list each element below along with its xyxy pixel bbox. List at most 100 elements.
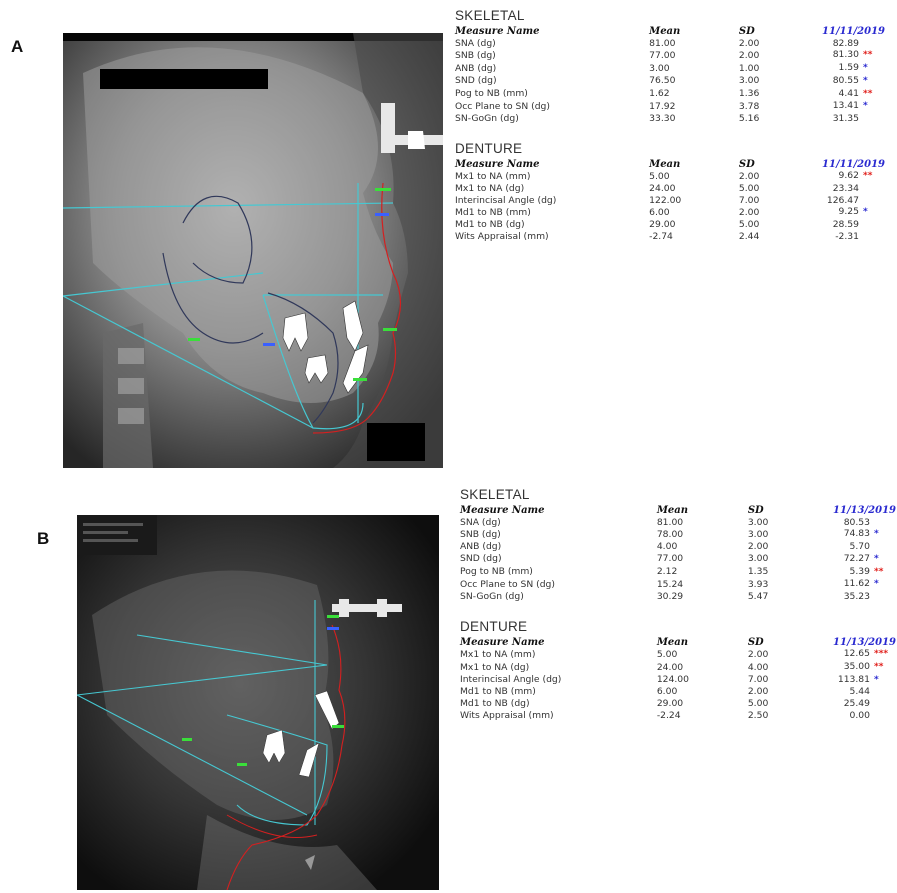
table-row: SN-GoGn (dg) 30.29 5.47 35.23 <box>460 591 896 603</box>
measure-name: SN-GoGn (dg) <box>460 590 524 602</box>
sd-value: 2.00 <box>738 37 760 49</box>
measure-name: SN-GoGn (dg) <box>455 112 519 124</box>
sd-value: 5.00 <box>738 219 760 231</box>
mean-value: 33.30 <box>649 112 676 124</box>
measured-value: 1.59 <box>838 62 859 74</box>
denture-section-title: DENTURE <box>455 140 523 156</box>
sd-value: 5.00 <box>738 183 760 195</box>
measured-cell: 31.35 <box>801 113 885 125</box>
measure-name: Md1 to NB (mm) <box>460 686 536 698</box>
measured-cell: 9.62 ** <box>801 170 885 183</box>
skeletal-section-title: SKELETAL <box>460 487 530 502</box>
measured-cell: 5.44 <box>811 686 896 698</box>
measured-cell: 5.39 ** <box>811 566 896 579</box>
sd-value: 7.00 <box>738 194 760 206</box>
table-row: Occ Plane to SN (dg) 15.24 3.93 11.62 * <box>460 578 896 591</box>
measured-cell: 23.34 <box>801 183 885 195</box>
deviation-flag: * <box>874 553 879 564</box>
skeletal-table: Measure Name Mean SD 11/13/2019 SNA (dg) 81.0… <box>460 505 896 603</box>
mean-value: 3.00 <box>649 62 670 74</box>
sd-value: 2.00 <box>738 49 760 61</box>
denture-table: Measure Name Mean SD 11/13/2019 Mx1 to NA (m… <box>460 637 896 722</box>
sd-value: 2.00 <box>747 541 769 553</box>
measure-name: Mx1 to NA (dg) <box>460 661 530 673</box>
measure-name: SNA (dg) <box>455 37 496 49</box>
measured-cell: 5.70 <box>811 541 896 553</box>
measure-name: SNA (dg) <box>460 516 501 528</box>
measure-name: Mx1 to NA (dg) <box>455 183 525 195</box>
measured-value: 113.81 <box>837 673 870 685</box>
measured-cell: -2.31 <box>801 231 885 243</box>
mean-value: 5.00 <box>649 170 670 182</box>
deviation-flag: *** <box>874 649 889 660</box>
sd-value: 3.93 <box>747 578 769 590</box>
header-mean: Mean <box>656 636 689 648</box>
mean-value: 76.50 <box>649 75 676 87</box>
measured-cell: 80.55 * <box>801 75 885 88</box>
table-row: Interincisal Angle (dg) 122.00 7.00 126.47 <box>455 195 885 207</box>
sd-value: 5.47 <box>747 590 769 602</box>
table-row: Wits Appraisal (mm) -2.74 2.44 -2.31 <box>455 231 885 243</box>
table-row: Md1 to NB (mm) 6.00 2.00 9.25 * <box>455 206 885 219</box>
measured-cell: 28.59 <box>801 219 885 231</box>
header-date: 11/11/2019 <box>822 26 885 37</box>
measure-name: Mx1 to NA (mm) <box>455 170 531 182</box>
deviation-flag: ** <box>863 50 873 61</box>
table-row: SND (dg) 76.50 3.00 80.55 * <box>455 75 885 88</box>
mean-value: 29.00 <box>649 219 676 231</box>
measured-cell: 4.41 ** <box>801 88 885 101</box>
deviation-flag: ** <box>863 171 873 182</box>
table-header-row: Measure Name Mean SD 11/13/2019 <box>460 637 896 649</box>
header-measure-name: Measure Name <box>455 158 540 170</box>
measure-name: SNB (dg) <box>455 49 496 61</box>
mean-value: 124.00 <box>656 674 689 686</box>
header-measure-name: Measure Name <box>460 636 545 648</box>
measured-cell: 113.81 * <box>811 674 896 687</box>
measured-value: 80.53 <box>843 516 870 528</box>
sd-value: 5.16 <box>738 112 760 124</box>
measured-value: 4.41 <box>838 87 859 99</box>
measured-value: 5.39 <box>849 565 870 577</box>
header-date: 11/11/2019 <box>822 158 885 170</box>
mean-value: 6.00 <box>656 686 678 698</box>
header-mean: Mean <box>656 505 689 516</box>
mean-value: 78.00 <box>656 528 684 540</box>
deviation-flag: * <box>874 529 879 540</box>
table-header-row: Measure Name Mean SD 11/11/2019 <box>455 159 885 171</box>
measure-name: Md1 to NB (dg) <box>455 219 525 231</box>
deviation-flag: * <box>874 674 879 685</box>
sd-value: 3.00 <box>747 553 769 565</box>
sd-value: 2.00 <box>738 170 760 182</box>
measured-value: 31.35 <box>832 112 859 124</box>
measure-name: Interincisal Angle (dg) <box>455 194 557 206</box>
measure-name: Pog to NB (mm) <box>460 566 533 578</box>
table-header-row: Measure Name Mean SD 11/11/2019 <box>455 26 885 38</box>
table-row: SNB (dg) 78.00 3.00 74.83 * <box>460 528 896 541</box>
mean-value: -2.74 <box>649 230 673 242</box>
deviation-flag: * <box>863 75 868 86</box>
table-row: Mx1 to NA (mm) 5.00 2.00 9.62 ** <box>455 170 885 183</box>
deviation-flag: * <box>874 579 879 590</box>
measure-name: Wits Appraisal (mm) <box>460 709 554 721</box>
measured-value: 80.55 <box>832 74 859 86</box>
sd-value: 1.00 <box>738 62 760 74</box>
measured-value: 13.41 <box>832 100 859 112</box>
sd-value: 3.00 <box>738 75 760 87</box>
measure-name: ANB (dg) <box>455 62 497 74</box>
measured-value: 28.59 <box>832 219 859 231</box>
measured-value: 35.23 <box>843 590 870 602</box>
header-measure-name: Measure Name <box>460 505 545 516</box>
panel-b-label: B <box>37 529 50 548</box>
deviation-flag: ** <box>863 88 873 99</box>
measured-value: 72.27 <box>843 552 870 564</box>
mean-value: 4.00 <box>656 541 678 553</box>
header-sd: SD <box>747 636 764 648</box>
mean-value: 29.00 <box>656 698 684 710</box>
mean-value: 2.12 <box>656 566 678 578</box>
mean-value: 24.00 <box>656 661 684 673</box>
table-row: Pog to NB (mm) 1.62 1.36 4.41 ** <box>455 88 885 101</box>
measure-name: Pog to NB (mm) <box>455 88 528 100</box>
measure-name: Occ Plane to SN (dg) <box>455 100 550 112</box>
table-row: ANB (dg) 3.00 1.00 1.59 * <box>455 62 885 75</box>
measured-value: 0.00 <box>849 709 870 721</box>
